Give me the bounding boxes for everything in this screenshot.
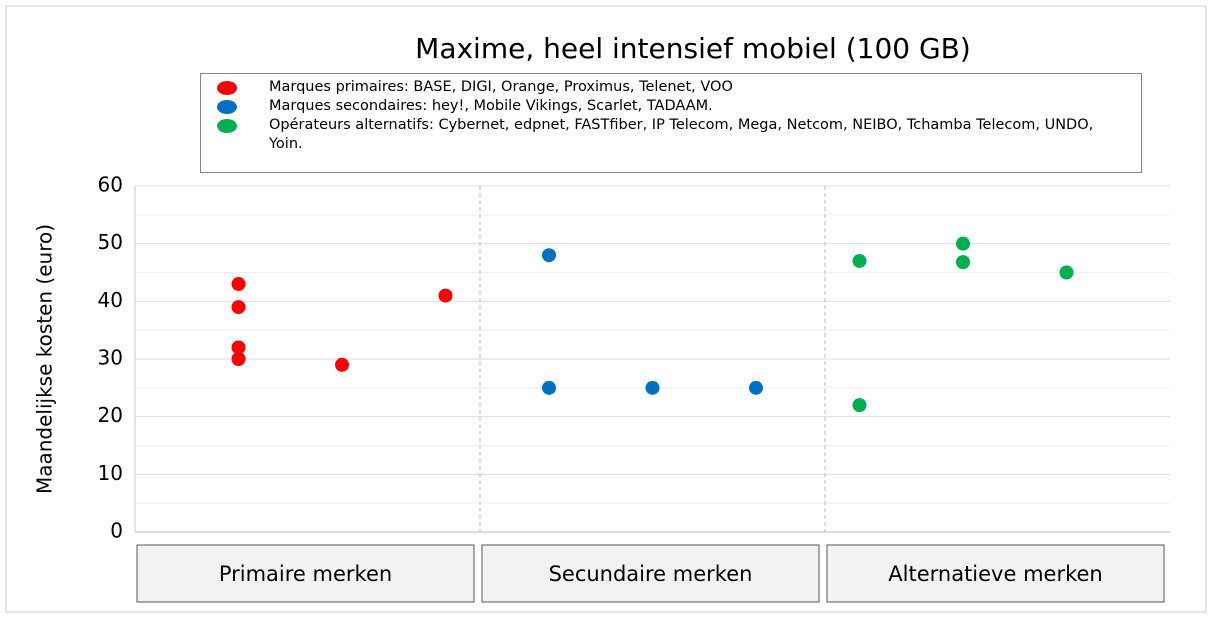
legend-entry: Marques secondaires: hey!, Mobile Viking… bbox=[217, 97, 1131, 116]
legend-marker bbox=[217, 100, 237, 114]
point bbox=[852, 253, 867, 268]
group-box bbox=[136, 544, 475, 603]
x-tick-label: Alternatieve merken bbox=[888, 562, 1102, 586]
legend-marker bbox=[217, 119, 237, 133]
point bbox=[542, 380, 556, 395]
point bbox=[231, 340, 246, 355]
point bbox=[645, 380, 660, 395]
point bbox=[231, 277, 246, 292]
point bbox=[231, 300, 246, 315]
group-box bbox=[826, 544, 1165, 603]
y-tick-label: 20 bbox=[98, 403, 123, 427]
frame bbox=[5, 5, 1207, 613]
legend-marker bbox=[217, 81, 237, 95]
legend-label: Marques secondaires: hey!, Mobile Viking… bbox=[269, 98, 713, 114]
y-axis-label: Maandelijkse kosten (euro) bbox=[33, 224, 57, 494]
y-tick-label: 40 bbox=[98, 288, 123, 312]
point bbox=[438, 288, 453, 303]
legend-entry: Opérateurs alternatifs: Cybernet, edpnet… bbox=[217, 116, 1131, 154]
point bbox=[852, 398, 867, 413]
group-box bbox=[481, 544, 820, 603]
x-tick-label: Primaire merken bbox=[219, 562, 392, 586]
point bbox=[956, 236, 970, 251]
y-tick-label: 10 bbox=[98, 461, 123, 485]
y-tick-label: 0 bbox=[110, 519, 123, 543]
point bbox=[1059, 265, 1074, 280]
chart-title: Maxime, heel intensief mobiel (100 GB) bbox=[415, 32, 971, 65]
legend-entry: Marques primaires: BASE, DIGI, Orange, P… bbox=[217, 78, 1131, 97]
point bbox=[231, 352, 246, 366]
point bbox=[956, 255, 970, 270]
point bbox=[335, 357, 349, 372]
y-tick-label: 60 bbox=[98, 173, 123, 197]
point bbox=[542, 248, 556, 263]
legend-label: Opérateurs alternatifs: Cybernet, edpnet… bbox=[269, 117, 1094, 152]
x-tick-label: Secundaire merken bbox=[549, 562, 753, 586]
legend-label: Marques primaires: BASE, DIGI, Orange, P… bbox=[269, 79, 733, 95]
point bbox=[749, 380, 763, 395]
legend: Marques primaires: BASE, DIGI, Orange, P… bbox=[200, 73, 1142, 173]
y-tick-label: 50 bbox=[98, 230, 123, 254]
y-tick-label: 30 bbox=[98, 346, 123, 370]
